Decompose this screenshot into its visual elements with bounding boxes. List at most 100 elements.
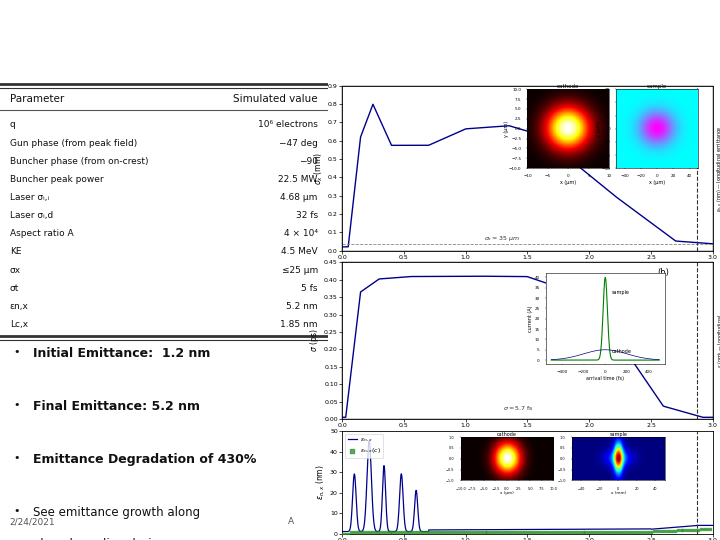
Text: A: A [288, 517, 294, 526]
Text: Cornell Laboratory for
Accelerator-based Sciences and
Education (CLASSE): Cornell Laboratory for Accelerator-based… [101, 18, 230, 52]
Text: Buncher peak power: Buncher peak power [10, 175, 104, 184]
$\varepsilon_{n,x}(c)$ [369, 527, 380, 536]
$\varepsilon_{n,x}(c)$ [693, 525, 704, 534]
$\varepsilon_{n,x}(c)$ [351, 527, 363, 536]
$\varepsilon_{n,x}(c)$ [431, 527, 443, 536]
Text: (a): (a) [657, 92, 669, 100]
$\varepsilon_{n,x}(c)$ [384, 527, 395, 536]
$\varepsilon_{n,x}$ [424, 528, 433, 535]
$\varepsilon_{n,x}(c)$ [660, 526, 672, 535]
Text: •: • [13, 506, 19, 516]
Text: Lc,x: Lc,x [10, 320, 28, 329]
$\varepsilon_{n,x}(c)$ [399, 527, 410, 536]
$\varepsilon_{n,x}(c)$ [514, 527, 526, 536]
Text: Final Emittance: 5.2 nm: Final Emittance: 5.2 nm [33, 400, 199, 413]
$\varepsilon_{n,x}(c)$ [485, 527, 496, 536]
$\varepsilon_{n,x}(c)$ [654, 527, 665, 536]
$\varepsilon_{n,x}(c)$ [518, 527, 529, 536]
$\varepsilon_{n,x}(c)$ [553, 527, 564, 536]
$\varepsilon_{n,x}(c)$ [680, 526, 692, 535]
$\varepsilon_{n,x}(c)$ [585, 527, 597, 536]
$\varepsilon_{n,x}(c)$ [395, 527, 407, 536]
$\varepsilon_{n,x}(c)$ [416, 527, 428, 536]
$\varepsilon_{n,x}(c)$ [464, 527, 475, 536]
$\varepsilon_{n,x}$ [338, 528, 346, 535]
$\varepsilon_{n,x}(c)$ [603, 527, 615, 536]
$\varepsilon_{n,x}(c)$ [494, 527, 505, 536]
Text: Laser σᵢ,ᵢ: Laser σᵢ,ᵢ [10, 193, 49, 202]
Text: See emittance growth along: See emittance growth along [33, 506, 200, 519]
$\varepsilon_{n,x}$ [365, 437, 374, 444]
Text: 10⁶ electrons: 10⁶ electrons [258, 120, 318, 130]
Text: 2/24/2021: 2/24/2021 [10, 517, 55, 526]
X-axis label: z (m): z (m) [518, 262, 537, 272]
$\varepsilon_{n,x}(c)$ [627, 527, 639, 536]
$\varepsilon_{n,x}(c)$ [696, 525, 707, 534]
Y-axis label: $\varepsilon_{n,x}$ (nm): $\varepsilon_{n,x}$ (nm) [315, 464, 327, 501]
$\varepsilon_{n,x}(c)$ [675, 526, 686, 535]
$\varepsilon_{n,x}(c)$ [704, 525, 716, 534]
$\varepsilon_{n,x}(c)$ [426, 527, 437, 536]
$\varepsilon_{n,x}(c)$ [639, 527, 651, 536]
$\varepsilon_{n,x}(c)$ [402, 527, 413, 536]
Text: Emittance Degradation of 430%: Emittance Degradation of 430% [33, 453, 256, 466]
$\varepsilon_{n,x}(c)$ [449, 527, 461, 536]
$\varepsilon_{n,x}(c)$ [595, 527, 606, 536]
$\varepsilon_{n,x}(c)$ [684, 525, 696, 534]
$\varepsilon_{n,x}(c)$ [698, 525, 710, 534]
Text: 5.2 nm: 5.2 nm [286, 302, 318, 311]
$\varepsilon_{n,x}(c)$ [663, 526, 675, 535]
$\varepsilon_{n,x}(c)$ [366, 527, 377, 536]
$\varepsilon_{n,x}(c)$ [600, 527, 612, 536]
$\varepsilon_{n,x}(c)$ [434, 527, 446, 536]
$\varepsilon_{n,x}(c)$ [508, 527, 520, 536]
$\varepsilon_{n,x}(c)$ [381, 527, 392, 536]
$\varepsilon_{n,x}$ [628, 526, 636, 532]
$\varepsilon_{n,x}(c)$ [437, 527, 449, 536]
$\varepsilon_{n,x}(c)$ [443, 527, 454, 536]
X-axis label: z (m): z (m) [518, 431, 537, 440]
$\varepsilon_{n,x}(c)$ [651, 527, 662, 536]
$\varepsilon_{n,x}$ [634, 526, 643, 532]
$\varepsilon_{n,x}(c)$ [458, 527, 469, 536]
$\varepsilon_{n,x}(c)$ [621, 527, 633, 536]
Text: (b): (b) [657, 268, 669, 276]
$\varepsilon_{n,x}(c)$ [476, 527, 487, 536]
$\varepsilon_{n,x}(c)$ [618, 527, 630, 536]
Text: 22.5 MW: 22.5 MW [279, 175, 318, 184]
$\varepsilon_{n,x}(c)$ [345, 527, 356, 536]
$\varepsilon_{n,x}(c)$ [363, 527, 374, 536]
$\varepsilon_{n,x}(c)$ [390, 527, 401, 536]
$\varepsilon_{n,x}(c)$ [565, 527, 577, 536]
$\varepsilon_{n,x}(c)$ [690, 525, 701, 534]
$\varepsilon_{n,x}(c)$ [413, 527, 425, 536]
Text: 32 fs: 32 fs [296, 211, 318, 220]
$\varepsilon_{n,x}(c)$ [580, 527, 591, 536]
$\varepsilon_{n,x}(c)$ [657, 527, 668, 536]
Text: •: • [13, 400, 19, 410]
$\varepsilon_{n,x}(c)$ [616, 527, 627, 536]
$\varepsilon_{n,x}(c)$ [574, 527, 585, 536]
Text: σx: σx [10, 266, 21, 274]
$\varepsilon_{n,x}(c)$ [592, 527, 603, 536]
$\varepsilon_{n,x}(c)$ [348, 527, 359, 536]
$\varepsilon_{n,x}(c)$ [387, 527, 398, 536]
Text: Laser σᵢ,d: Laser σᵢ,d [10, 211, 53, 220]
Text: Parameter: Parameter [10, 94, 64, 104]
Text: Buncher phase (from on-crest): Buncher phase (from on-crest) [10, 157, 148, 166]
Text: •: • [13, 453, 19, 463]
$\varepsilon_{n,x}(c)$ [577, 527, 588, 536]
$\varepsilon_{n,x}(c)$ [336, 530, 348, 538]
$\varepsilon_{n,x}(c)$ [461, 527, 472, 536]
$\varepsilon_{n,x}(c)$ [642, 527, 654, 536]
$\varepsilon_{n,x}(c)$ [372, 527, 383, 536]
$\varepsilon_{n,x}(c)$ [672, 526, 683, 535]
Text: along beamline during comp.: along beamline during comp. [33, 538, 207, 540]
$\varepsilon_{n,x}(c)$ [532, 527, 544, 536]
$\varepsilon_{n,x}(c)$ [666, 526, 678, 535]
$\varepsilon_{n,x}(c)$ [470, 527, 482, 536]
$\varepsilon_{n,x}(c)$ [452, 527, 464, 536]
$\varepsilon_{n,x}(c)$ [609, 527, 621, 536]
Text: •: • [13, 347, 19, 357]
Text: $\sigma = 5.7\ \mathrm{fs}$: $\sigma = 5.7\ \mathrm{fs}$ [503, 404, 533, 413]
